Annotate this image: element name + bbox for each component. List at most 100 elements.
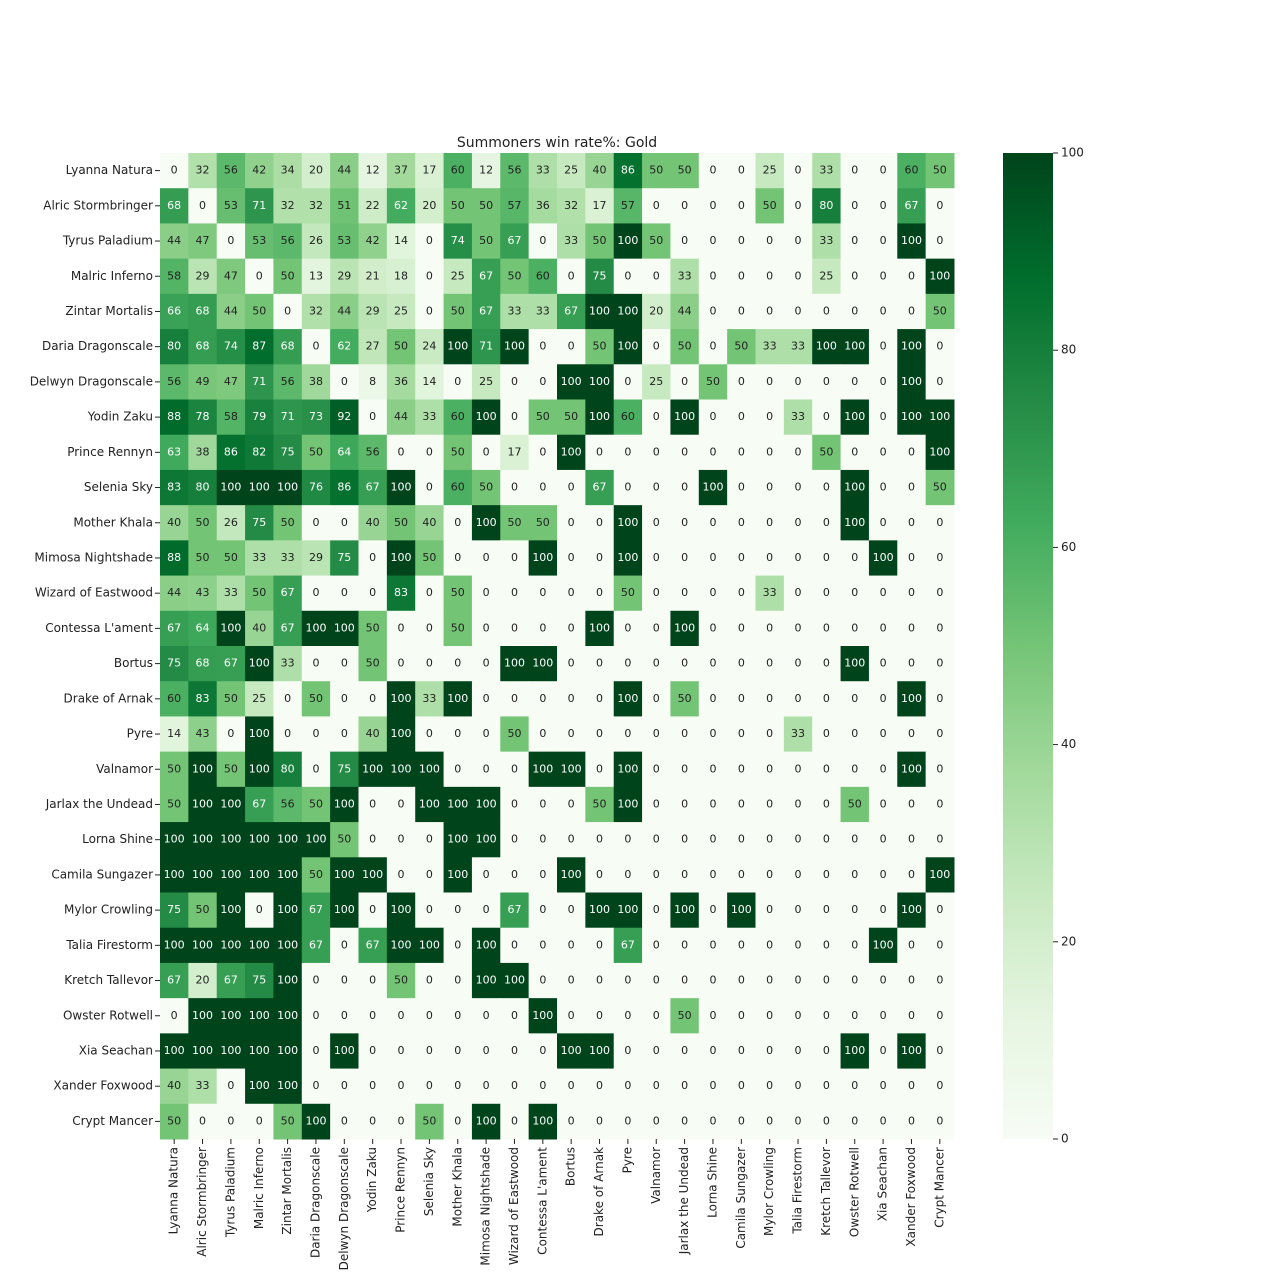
heatmap-cell <box>500 610 530 647</box>
cell-label: 100 <box>164 833 185 846</box>
heatmap-cell <box>812 153 842 189</box>
heatmap-cell <box>415 258 445 295</box>
heatmap-cell <box>755 188 785 224</box>
heatmap-cell <box>868 575 898 612</box>
heatmap-cell <box>698 610 728 647</box>
cell-label: 100 <box>589 621 610 634</box>
heatmap-cell <box>557 892 586 929</box>
heatmap-cell <box>528 575 558 612</box>
cell-label: 44 <box>337 164 351 177</box>
heatmap-cell <box>471 962 501 999</box>
heatmap-cell <box>925 575 955 612</box>
cell-label: 0 <box>341 727 348 740</box>
heatmap-cell <box>528 258 558 295</box>
cell-label: 33 <box>422 410 436 423</box>
x-tick-label: Selenia Sky <box>422 1147 436 1216</box>
heatmap-cell <box>443 1103 473 1140</box>
heatmap-cell <box>386 1103 416 1140</box>
cell-label: 100 <box>277 974 298 987</box>
cell-label: 100 <box>192 938 213 951</box>
cell-label: 25 <box>819 269 833 282</box>
heatmap-cell <box>160 927 189 964</box>
heatmap-cell <box>415 575 445 612</box>
heatmap-cell <box>301 540 331 577</box>
cell-label: 0 <box>908 868 915 881</box>
cell-label: 20 <box>309 164 323 177</box>
cell-label: 100 <box>532 1009 553 1022</box>
cell-label: 50 <box>507 516 521 529</box>
cell-label: 0 <box>766 621 773 634</box>
cell-label: 0 <box>284 692 291 705</box>
heatmap-cell <box>585 399 615 436</box>
heatmap-cell <box>216 1068 246 1105</box>
heatmap-cell <box>273 646 303 682</box>
cell-label: 100 <box>844 340 865 353</box>
cell-label: 0 <box>653 551 660 564</box>
heatmap-cell <box>812 927 842 964</box>
heatmap-cell <box>301 364 331 400</box>
cell-label: 0 <box>795 199 802 212</box>
heatmap-cell <box>925 505 955 541</box>
heatmap-cell <box>925 258 955 295</box>
cell-label: 0 <box>851 727 858 740</box>
heatmap-cell <box>415 962 445 999</box>
cell-label: 0 <box>426 1009 433 1022</box>
cell-label: 0 <box>369 1114 376 1127</box>
cell-label: 0 <box>369 797 376 810</box>
heatmap-cell <box>273 293 303 330</box>
cell-label: 0 <box>454 1044 461 1057</box>
cell-label: 0 <box>823 621 830 634</box>
heatmap-cell <box>783 927 813 964</box>
heatmap-cell <box>755 1103 785 1140</box>
heatmap-cell <box>585 540 615 577</box>
heatmap-cell <box>613 646 643 682</box>
cell-label: 100 <box>277 481 298 494</box>
cell-label: 67 <box>507 903 521 916</box>
heatmap-cell <box>330 258 359 295</box>
heatmap-cell <box>471 786 501 823</box>
cell-label: 0 <box>709 974 716 987</box>
cell-label: 100 <box>362 868 383 881</box>
cell-label: 57 <box>621 199 635 212</box>
cell-label: 33 <box>281 657 295 670</box>
cell-label: 50 <box>507 727 521 740</box>
heatmap-cell <box>585 505 615 541</box>
cell-label: 0 <box>653 903 660 916</box>
cell-label: 0 <box>738 199 745 212</box>
heatmap-cell <box>840 364 870 400</box>
heatmap-cell <box>528 505 558 541</box>
y-tick-label: Xander Foxwood <box>53 1079 153 1093</box>
heatmap-cell <box>216 646 246 682</box>
cell-label: 0 <box>936 1009 943 1022</box>
cell-label: 50 <box>309 797 323 810</box>
cell-label: 50 <box>281 269 295 282</box>
heatmap-cell <box>358 1033 388 1070</box>
heatmap-cell <box>783 1033 813 1070</box>
cell-label: 12 <box>479 164 493 177</box>
heatmap-cell <box>358 716 388 753</box>
cell-label: 0 <box>653 621 660 634</box>
cell-label: 14 <box>422 375 436 388</box>
heatmap-cell <box>245 188 274 224</box>
cell-label: 100 <box>391 551 412 564</box>
cell-label: 50 <box>678 340 692 353</box>
heatmap-cell <box>500 857 530 893</box>
heatmap-cell <box>670 1033 700 1070</box>
heatmap-cell <box>358 364 388 400</box>
heatmap-cell <box>897 469 927 506</box>
cell-label: 24 <box>422 340 436 353</box>
heatmap-cell <box>386 505 416 541</box>
heatmap-cell <box>188 223 218 260</box>
y-tick-label: Crypt Mancer <box>72 1114 153 1128</box>
cell-label: 0 <box>653 692 660 705</box>
cell-label: 0 <box>341 938 348 951</box>
cell-label: 0 <box>454 762 461 775</box>
cell-label: 0 <box>653 833 660 846</box>
heatmap-cell <box>897 681 927 717</box>
cell-label: 100 <box>476 974 497 987</box>
cell-label: 0 <box>426 1044 433 1057</box>
heatmap-cell <box>868 434 898 471</box>
heatmap-cell <box>557 998 586 1034</box>
cell-label: 100 <box>220 833 241 846</box>
cell-label: 50 <box>196 903 210 916</box>
